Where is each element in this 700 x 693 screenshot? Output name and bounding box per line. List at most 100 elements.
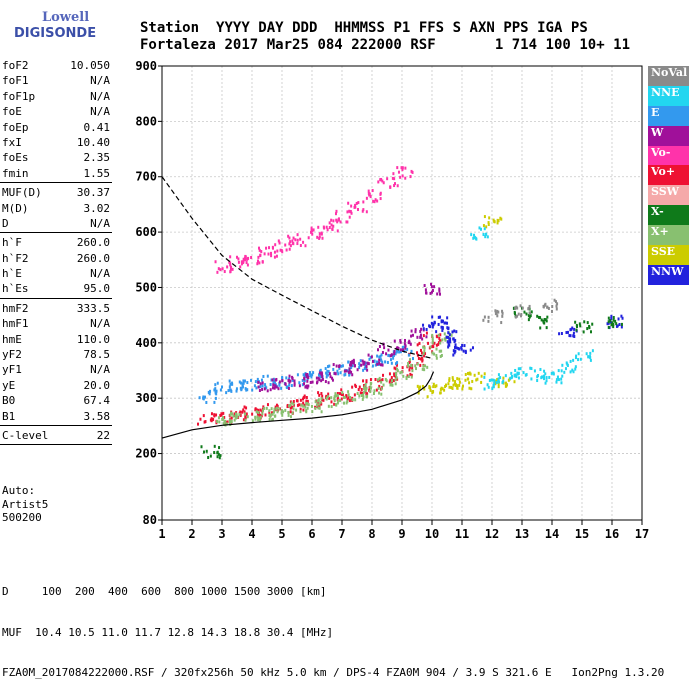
data-point — [389, 378, 392, 382]
data-point — [330, 218, 333, 222]
data-point — [487, 319, 490, 323]
data-point — [480, 227, 483, 231]
data-point — [555, 307, 558, 311]
data-point — [382, 373, 385, 377]
data-point — [530, 377, 533, 381]
param-value: 30.37 — [76, 186, 110, 200]
data-point — [538, 315, 541, 319]
data-point — [427, 341, 430, 345]
data-point — [290, 401, 293, 405]
data-point — [341, 391, 344, 395]
distance-row: D 100 200 400 600 800 1000 1500 3000 [km… — [2, 585, 327, 598]
data-point — [408, 339, 411, 343]
data-point — [280, 409, 283, 413]
data-point — [381, 363, 384, 367]
data-point — [530, 367, 533, 371]
data-point — [324, 380, 327, 384]
data-point — [262, 405, 265, 409]
data-point — [259, 385, 262, 389]
data-point — [519, 367, 522, 371]
muf-row: MUF 10.4 10.5 11.0 11.7 12.8 14.3 18.8 3… — [2, 625, 334, 639]
data-point — [337, 399, 340, 403]
data-point — [365, 196, 368, 200]
data-point — [572, 358, 575, 362]
data-point — [497, 377, 500, 381]
data-point — [214, 260, 217, 264]
data-point — [299, 237, 302, 241]
param-value: N/A — [90, 267, 110, 281]
param-row-hf2: h`F2 260.0 — [0, 251, 112, 266]
data-point — [257, 380, 260, 384]
data-point — [244, 255, 247, 259]
param-value: 260.0 — [76, 251, 110, 265]
data-point — [272, 377, 275, 381]
data-point — [198, 396, 201, 400]
data-point — [496, 221, 499, 225]
legend-item-noval: NoVal — [648, 66, 689, 86]
data-point — [254, 408, 257, 412]
hdr-title-1: YYYY — [216, 20, 250, 36]
data-point — [214, 396, 217, 400]
data-point — [558, 332, 561, 336]
data-point — [315, 403, 318, 407]
data-point — [372, 392, 375, 396]
data-point — [399, 350, 402, 354]
data-point — [244, 258, 247, 262]
data-point — [432, 385, 435, 389]
data-point — [521, 306, 524, 310]
data-point — [235, 255, 238, 259]
legend-item-nne: NNE — [648, 85, 689, 106]
data-point — [483, 227, 486, 231]
hdr-title-10: IGA — [537, 20, 563, 36]
data-point — [612, 318, 615, 322]
data-point — [200, 445, 203, 449]
data-point — [431, 351, 434, 355]
data-point — [452, 349, 455, 353]
data-point — [348, 373, 351, 377]
data-point — [431, 325, 434, 329]
data-point — [569, 370, 572, 374]
data-point — [348, 367, 351, 371]
data-point — [514, 306, 517, 310]
data-point — [286, 405, 289, 409]
data-point — [546, 315, 549, 319]
data-point — [393, 374, 396, 378]
data-point — [350, 211, 353, 215]
data-point — [287, 386, 290, 390]
data-point — [365, 386, 368, 390]
param-value: 0.41 — [83, 120, 111, 134]
data-point — [410, 364, 413, 368]
data-point — [209, 454, 212, 458]
data-point — [378, 391, 381, 395]
data-point — [433, 352, 436, 356]
data-point — [284, 243, 287, 247]
data-point — [366, 394, 369, 398]
data-point — [502, 376, 505, 380]
data-point — [409, 365, 412, 369]
data-point — [371, 359, 374, 363]
data-point — [565, 331, 568, 335]
data-point — [446, 326, 449, 330]
data-point — [257, 413, 260, 417]
data-point — [365, 379, 368, 383]
data-point — [289, 410, 292, 414]
data-point — [235, 387, 238, 391]
data-point — [365, 367, 368, 371]
data-point — [589, 330, 592, 334]
data-point — [480, 380, 483, 384]
data-point — [208, 392, 211, 396]
data-point — [451, 330, 454, 334]
data-point — [431, 390, 434, 394]
data-point — [611, 321, 614, 325]
data-point — [291, 375, 294, 379]
data-point — [536, 379, 539, 383]
data-point — [393, 372, 396, 376]
data-point — [340, 364, 343, 368]
data-point — [304, 405, 307, 409]
data-point — [561, 374, 564, 378]
data-point — [579, 324, 582, 328]
param-label: yF2 — [2, 348, 22, 362]
data-point — [545, 376, 548, 380]
data-point — [376, 362, 379, 366]
data-point — [221, 267, 224, 271]
